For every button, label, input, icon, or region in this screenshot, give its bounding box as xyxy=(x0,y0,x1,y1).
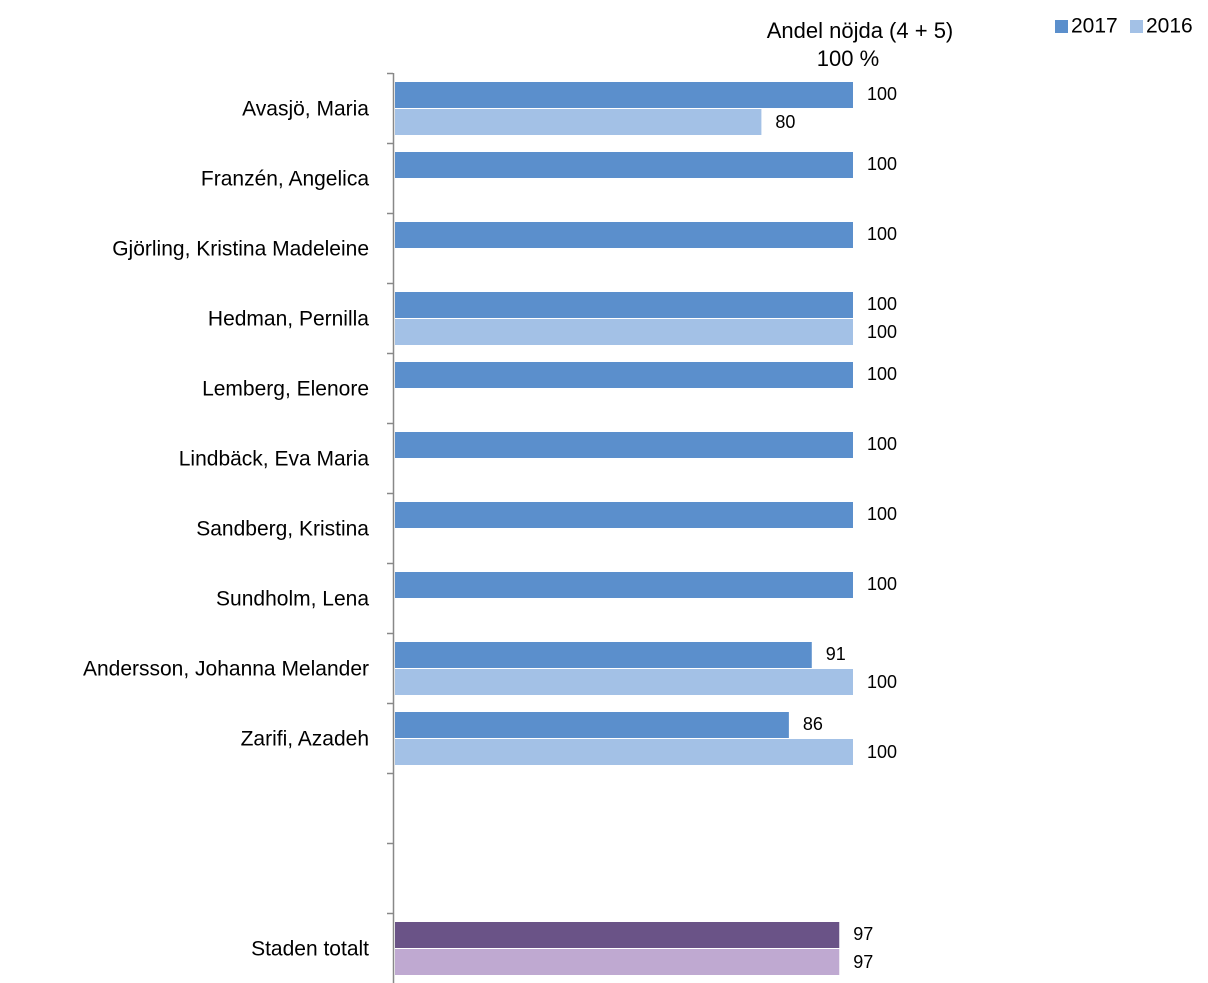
data-label: 100 xyxy=(867,504,897,524)
data-label: 100 xyxy=(867,84,897,104)
bar xyxy=(395,362,853,388)
data-label: 100 xyxy=(867,574,897,594)
y-tick-label: Hedman, Pernilla xyxy=(208,308,369,331)
data-label: 100 xyxy=(867,672,897,692)
chart-title: Andel nöjda (4 + 5) xyxy=(767,18,954,43)
data-label: 100 xyxy=(867,224,897,244)
x-tick-label: 100 % xyxy=(817,46,879,71)
y-tick-label: Lemberg, Elenore xyxy=(202,378,369,401)
bar xyxy=(395,572,853,598)
bar xyxy=(395,152,853,178)
bar xyxy=(395,922,840,948)
legend-swatch xyxy=(1130,20,1143,33)
legend-label: 2017 xyxy=(1071,15,1118,38)
bar xyxy=(395,949,840,975)
y-tick-label: Sundholm, Lena xyxy=(216,588,369,611)
bar xyxy=(395,82,853,108)
data-label: 100 xyxy=(867,434,897,454)
y-tick-label: Staden totalt xyxy=(251,938,369,961)
data-label: 100 xyxy=(867,294,897,314)
bar xyxy=(395,319,853,345)
data-label: 100 xyxy=(867,322,897,342)
bar xyxy=(395,642,812,668)
y-tick-label: Sandberg, Kristina xyxy=(196,518,369,541)
bar xyxy=(395,739,853,765)
legend-swatch xyxy=(1055,20,1068,33)
data-label: 86 xyxy=(803,714,823,734)
bar xyxy=(395,712,789,738)
data-label: 97 xyxy=(853,952,873,972)
bar xyxy=(395,432,853,458)
data-label: 100 xyxy=(867,154,897,174)
legend-label: 2016 xyxy=(1146,15,1193,38)
y-tick-label: Andersson, Johanna Melander xyxy=(83,658,369,681)
data-label: 80 xyxy=(775,112,795,132)
y-tick-label: Avasjö, Maria xyxy=(242,98,369,121)
data-label: 100 xyxy=(867,742,897,762)
y-tick-label: Lindbäck, Eva Maria xyxy=(179,448,370,471)
y-tick-label: Zarifi, Azadeh xyxy=(241,728,369,751)
bar xyxy=(395,222,853,248)
data-label: 100 xyxy=(867,364,897,384)
bar xyxy=(395,502,853,528)
data-label: 97 xyxy=(853,924,873,944)
data-label: 91 xyxy=(826,644,846,664)
bar xyxy=(395,109,762,135)
bar xyxy=(395,669,853,695)
y-tick-label: Gjörling, Kristina Madeleine xyxy=(112,238,369,261)
y-tick-label: Franzén, Angelica xyxy=(201,168,369,191)
bar xyxy=(395,292,853,318)
